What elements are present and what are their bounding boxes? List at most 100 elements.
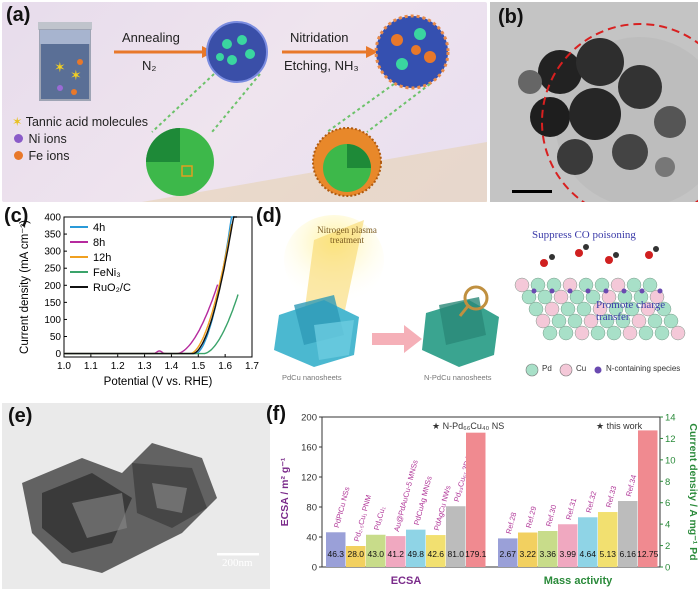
legend-fe-text: Fe ions — [28, 149, 70, 163]
panel-label-b: (b) — [498, 6, 524, 28]
lsv-xtick-label: 1.7 — [245, 361, 259, 372]
bar-series-label: Ref.29 — [524, 505, 538, 529]
right-ytick-label: 10 — [665, 455, 676, 466]
lsv-legend-label: 8h — [93, 237, 105, 249]
bar-value-label: 3.22 — [519, 549, 536, 559]
bar-value-label: 4.64 — [579, 549, 596, 559]
lattice-atom — [606, 325, 622, 341]
lsv-curve-3 — [64, 294, 239, 355]
lsv-curve-0 — [64, 216, 235, 355]
left-ytick-label: 120 — [301, 473, 317, 484]
bar-series-label: Ref.31 — [564, 497, 578, 521]
bar-value-label: 6.16 — [619, 549, 636, 559]
bar-mass-6 — [618, 501, 638, 567]
left-ytick-label: 40 — [306, 533, 317, 544]
n-species-dot — [621, 288, 627, 294]
lsv-xtick-label: 1.0 — [57, 361, 71, 372]
lattice-atom — [624, 301, 640, 317]
legend-cu-text: Cu — [576, 364, 587, 373]
legend-pd-icon — [525, 363, 539, 377]
lsv-ytick-label: 350 — [44, 230, 61, 241]
tannic-star-icon: ✶ — [54, 59, 66, 75]
n-species-dot — [657, 288, 663, 294]
right-ytick-label: 6 — [665, 498, 670, 509]
fe-ion-icon-2 — [71, 89, 77, 95]
bar-value-label: 3.99 — [559, 549, 576, 559]
legend-ni: Ni ions — [12, 131, 148, 148]
lsv-legend-label: 12h — [93, 252, 111, 264]
lattice-atom — [583, 313, 599, 329]
bar-series-label: Pd₃Cu₁ — [372, 505, 387, 531]
lsv-ytick-label: 250 — [44, 264, 61, 275]
group-label: ECSA — [391, 575, 422, 587]
right-ytick-label: 4 — [665, 520, 670, 531]
bar-ecsa-2 — [366, 534, 386, 567]
legend-cu-icon — [559, 363, 573, 377]
panel-label-c: (c) — [4, 205, 29, 227]
bar-ecsa-6 — [446, 506, 466, 567]
lattice-atom — [530, 277, 546, 293]
legend-ni-text: Ni ions — [28, 132, 67, 146]
bar-ecsa-0 — [326, 532, 346, 567]
lattice-atom — [590, 325, 606, 341]
annealing-label: Annealing — [122, 30, 180, 45]
lattice-atom — [622, 325, 638, 341]
lattice-atom — [626, 277, 642, 293]
lsv-xtick-label: 1.6 — [218, 361, 232, 372]
right-ytick-label: 8 — [665, 477, 670, 488]
lattice-atom — [569, 289, 585, 305]
fe-dot-icon — [14, 151, 23, 160]
legend-n-icon — [594, 366, 602, 374]
panel-label-e: (e) — [8, 405, 33, 427]
lattice-atom — [542, 325, 558, 341]
bar-value-label: 3.36 — [539, 549, 556, 559]
lattice-atom — [599, 313, 615, 329]
scale-bar-e — [217, 553, 259, 556]
lattice-atom — [640, 301, 656, 317]
bar-plot-frame — [321, 416, 661, 568]
lattice-atom — [594, 277, 610, 293]
lattice-atom — [544, 301, 560, 317]
bar-value-label: 43.0 — [367, 549, 384, 559]
panel-e-tem-image: (e) 200nm — [2, 403, 270, 589]
bar-value-label: 12.75 — [637, 549, 659, 559]
plasma-label: Nitrogen plasma treatment — [317, 225, 377, 245]
panel-a-legend: ✶ Tannic acid molecules Ni ions Fe ions — [12, 114, 148, 165]
n-species-dot — [567, 288, 573, 294]
bar-series-label: PdCuAg MNSs — [412, 475, 434, 526]
lattice-atom — [601, 289, 617, 305]
lsv-ytick-label: 200 — [44, 281, 61, 292]
lattice-atom — [656, 301, 672, 317]
nitridation-label: Nitridation — [290, 30, 349, 45]
bar-ecsa-4 — [406, 529, 426, 567]
bar-value-label: 5.13 — [599, 549, 616, 559]
ni-dot-icon — [14, 134, 23, 143]
lsv-chart-svg: 1.0 1.1 1.2 1.3 1.4 1.5 1.6 1.7 0 50 100 150 200 250 3… — [19, 213, 259, 389]
promote-charge-text: Promote charge transfer — [596, 299, 666, 323]
nitridation-sub: Etching, NH₃ — [284, 58, 359, 73]
annealing-sub: N₂ — [142, 58, 157, 73]
bar-mass-2 — [538, 531, 558, 567]
star-label-ecsa: ★ N-Pd₆₆Cu₄₀ NS — [432, 421, 504, 431]
scale-label-e: 200nm — [222, 557, 253, 569]
adsorbed-molecules — [540, 244, 659, 267]
lsv-legend-label: RuO₂/C — [93, 282, 131, 294]
star-icon: ✶ — [12, 115, 23, 129]
bar-series-label: PdPtCu NSs — [332, 486, 352, 529]
n-species-dot — [531, 288, 537, 294]
right-ytick-label: 0 — [665, 563, 670, 574]
lsv-xtick-label: 1.3 — [138, 361, 152, 372]
lattice-atom — [670, 325, 686, 341]
npdcu-nanosheet-cluster — [422, 297, 499, 367]
npdcu-caption: N-PdCu nanosheets — [424, 373, 492, 382]
lattice-atom — [638, 325, 654, 341]
lattice-atom — [631, 313, 647, 329]
bar-value-label: 28.0 — [347, 549, 364, 559]
bar-series-label: Ref.34 — [624, 474, 638, 498]
bar-ecsa-5 — [426, 535, 446, 567]
lattice-atom — [615, 313, 631, 329]
left-ytick-label: 80 — [306, 503, 317, 514]
lattice-atom — [537, 289, 553, 305]
bar-mass-1 — [518, 532, 538, 567]
bar-series-label: Ref.28 — [504, 511, 518, 535]
